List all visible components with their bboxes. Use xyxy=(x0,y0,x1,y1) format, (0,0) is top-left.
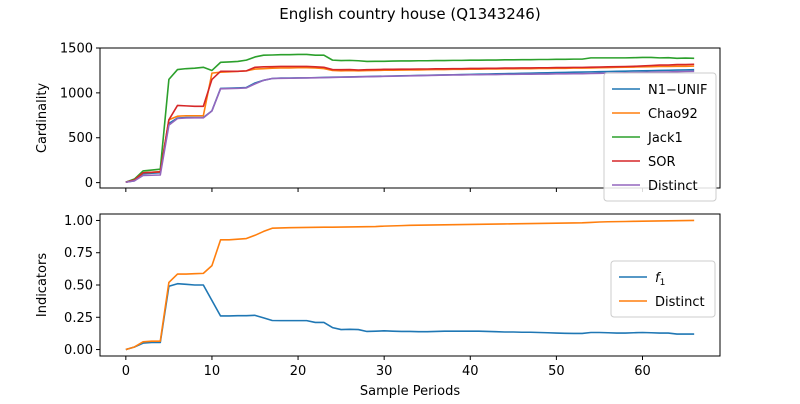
y-tick-label: 0.25 xyxy=(64,311,93,326)
y-tick-label: 0.75 xyxy=(64,246,93,261)
x-tick-label: 0 xyxy=(122,364,130,379)
y-axis-label: Cardinality xyxy=(35,83,50,154)
legend-label-n1-unif: N1−UNIF xyxy=(648,83,707,98)
x-tick-label: 20 xyxy=(290,364,307,379)
y-tick-label: 0 xyxy=(85,176,93,191)
legend-label-f1: f1 xyxy=(655,271,665,288)
x-tick-label: 60 xyxy=(634,364,651,379)
legend-label-distinct: Distinct xyxy=(655,295,705,310)
y-tick-label: 500 xyxy=(68,131,93,146)
series-line-distinct xyxy=(125,219,695,351)
panel-cardinality: 0 500 1000 1500 Cardinality N1−UNIF Chao92 Jack… xyxy=(35,42,721,202)
x-tick-label: 30 xyxy=(376,364,393,379)
legend-label-distinct: Distinct xyxy=(648,179,698,194)
legend-label-sor: SOR xyxy=(648,155,676,170)
series-line-distinct xyxy=(125,70,695,183)
x-tick-label: 10 xyxy=(204,364,221,379)
panel-indicators: 0.00 0.25 0.50 0.75 1.00 0 10 20 30 40 50 60 Indicat… xyxy=(35,213,721,399)
x-tick-label: 50 xyxy=(548,364,565,379)
figure-title: English country house (Q1343246) xyxy=(279,5,540,23)
legend-box xyxy=(603,72,717,202)
axes-frame xyxy=(99,47,721,189)
legend-label-chao92: Chao92 xyxy=(648,107,698,122)
y-tick-label: 0.00 xyxy=(64,343,93,358)
legend-label-jack1: Jack1 xyxy=(647,131,683,146)
legend-box xyxy=(610,260,716,318)
series-line-sor xyxy=(125,63,695,183)
x-axis-label: Sample Periods xyxy=(360,384,460,399)
series-line-f1 xyxy=(125,282,695,351)
legend: N1−UNIF Chao92 Jack1 SOR Distinct xyxy=(603,72,717,202)
y-tick-label: 1.00 xyxy=(64,214,93,229)
legend: f1 Distinct xyxy=(610,260,716,318)
y-tick-label: 1500 xyxy=(60,42,93,57)
y-tick-label: 0.50 xyxy=(64,279,93,294)
y-tick-label: 1000 xyxy=(60,86,93,101)
series-line-jack1 xyxy=(125,53,695,183)
y-axis-label: Indicators xyxy=(35,253,50,317)
x-tick-label: 40 xyxy=(462,364,479,379)
